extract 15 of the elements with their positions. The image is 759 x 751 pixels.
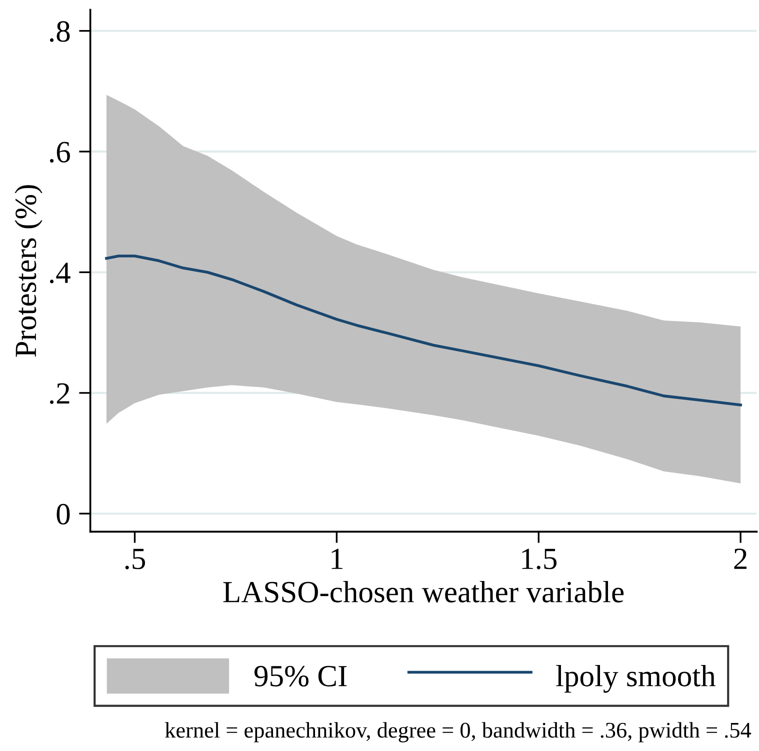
line-series xyxy=(105,254,742,406)
text: kernel = epanechnikov, degree = 0, bandwidth = .36, pwidth = .54 xyxy=(165,722,752,742)
y-tick-label: .2 xyxy=(50,383,70,404)
x-axis-title: LASSO-chosen weather variable xyxy=(223,580,624,602)
x-tick-label: 2 xyxy=(734,548,747,569)
y-tick-label: 0 xyxy=(56,504,70,525)
text: 95% CI xyxy=(254,666,347,687)
x-tick-label: .5 xyxy=(125,548,146,570)
x-tick-label: 1 xyxy=(332,548,342,569)
y-axis-title: Protesters (%) xyxy=(14,185,42,357)
x-tick-label: 1.5 xyxy=(522,548,557,570)
y-tick-label: .6 xyxy=(50,142,70,163)
y-tick-label: .4 xyxy=(50,262,70,284)
y-tick-label: .8 xyxy=(50,21,70,42)
legend-label: lpoly smooth xyxy=(556,664,716,693)
